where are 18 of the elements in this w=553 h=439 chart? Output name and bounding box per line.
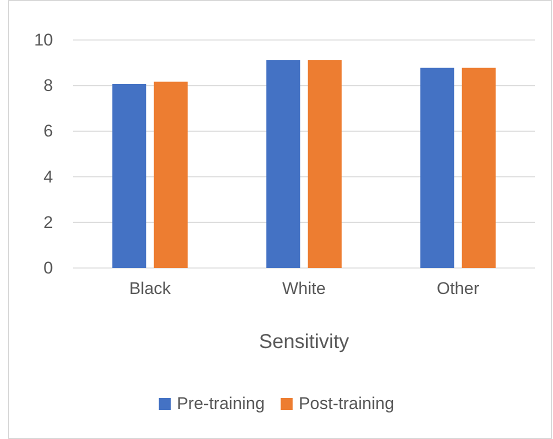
bar xyxy=(112,84,146,268)
x-tick-label: Other xyxy=(436,279,480,298)
bar xyxy=(308,60,342,268)
x-tick-label: Black xyxy=(129,279,172,298)
y-tick-label: 6 xyxy=(44,122,53,141)
legend-label: Post-training xyxy=(298,394,394,413)
bar xyxy=(266,60,300,268)
y-tick-label: 4 xyxy=(44,167,53,186)
legend-label: Pre-training xyxy=(176,394,265,413)
y-tick-label: 10 xyxy=(34,30,53,50)
y-tick-label: 8 xyxy=(44,76,53,96)
y-tick-label: 2 xyxy=(44,212,53,232)
bar xyxy=(462,68,496,268)
x-axis-title: Sensitivity xyxy=(258,331,350,353)
bar xyxy=(420,68,454,268)
bar xyxy=(154,82,188,268)
y-tick-label: 0 xyxy=(44,258,53,278)
x-tick-label: White xyxy=(282,279,326,298)
